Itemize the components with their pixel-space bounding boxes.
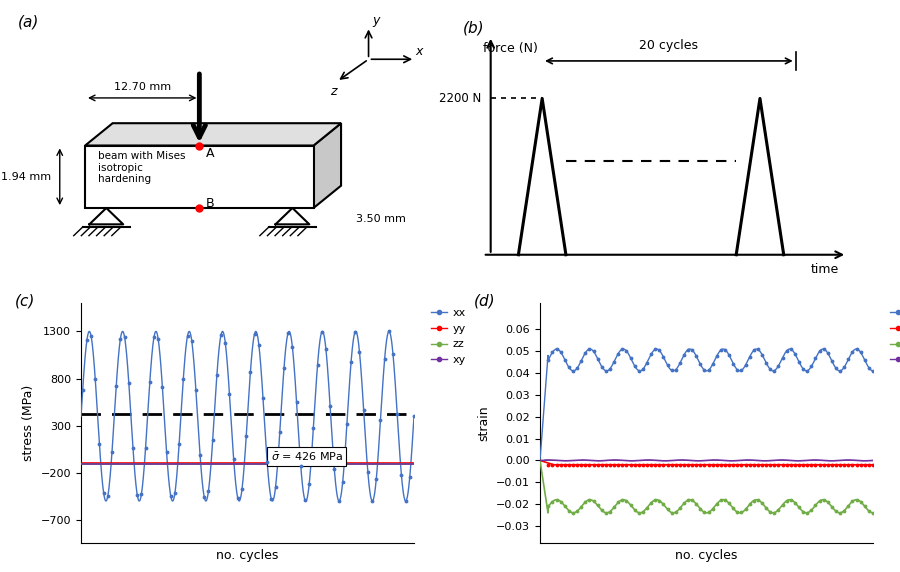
- Polygon shape: [313, 123, 341, 208]
- Text: (a): (a): [17, 15, 39, 30]
- Text: force (N): force (N): [482, 42, 537, 55]
- Text: time: time: [811, 264, 839, 276]
- Text: z: z: [330, 85, 337, 98]
- Text: 1.94 mm: 1.94 mm: [1, 172, 51, 182]
- Text: 12.70 mm: 12.70 mm: [113, 82, 171, 92]
- Text: beam with Mises
isotropic
hardening: beam with Mises isotropic hardening: [98, 151, 185, 184]
- Polygon shape: [86, 145, 313, 208]
- Y-axis label: strain: strain: [478, 406, 491, 441]
- Text: x: x: [415, 45, 422, 58]
- Text: (d): (d): [473, 293, 495, 308]
- Legend: xx, yy, zz, xy: xx, yy, zz, xy: [427, 304, 471, 370]
- X-axis label: no. cycles: no. cycles: [216, 549, 279, 562]
- Text: (b): (b): [463, 20, 484, 35]
- Text: 20 cycles: 20 cycles: [639, 38, 698, 51]
- Text: A: A: [206, 147, 214, 160]
- Text: B: B: [206, 197, 214, 210]
- Text: y: y: [373, 14, 380, 26]
- X-axis label: no. cycles: no. cycles: [675, 549, 738, 562]
- Legend: xx, yy, zz, xy: xx, yy, zz, xy: [886, 304, 900, 370]
- Polygon shape: [86, 123, 341, 145]
- Y-axis label: stress (MPa): stress (MPa): [22, 385, 35, 462]
- Text: (c): (c): [14, 293, 35, 308]
- Text: 2200 N: 2200 N: [438, 92, 481, 105]
- Text: $\bar{\sigma}$ = 426 MPa: $\bar{\sigma}$ = 426 MPa: [271, 451, 343, 463]
- Text: 3.50 mm: 3.50 mm: [356, 214, 406, 224]
